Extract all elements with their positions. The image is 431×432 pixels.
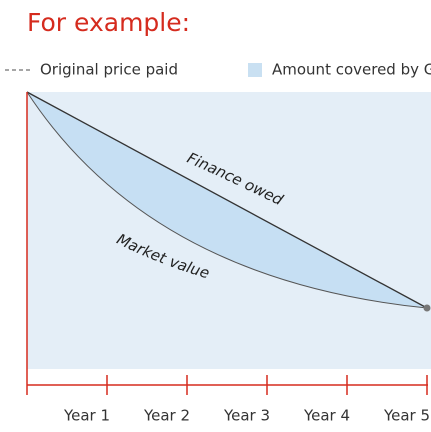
market-curve (26, 91, 428, 309)
legend-label: Original price paid (40, 61, 178, 79)
legend-label: Amount covered by GAP (272, 61, 431, 79)
x-label: Year 3 (223, 407, 270, 425)
end-dot (423, 304, 431, 312)
title: For example: (27, 8, 190, 37)
x-label: Year 2 (143, 407, 190, 425)
x-label: Year 4 (303, 407, 350, 425)
x-label: Year 1 (63, 407, 110, 425)
finance-line (26, 91, 428, 309)
legend-swatch (248, 63, 262, 77)
x-label: Year 5 (383, 407, 430, 425)
